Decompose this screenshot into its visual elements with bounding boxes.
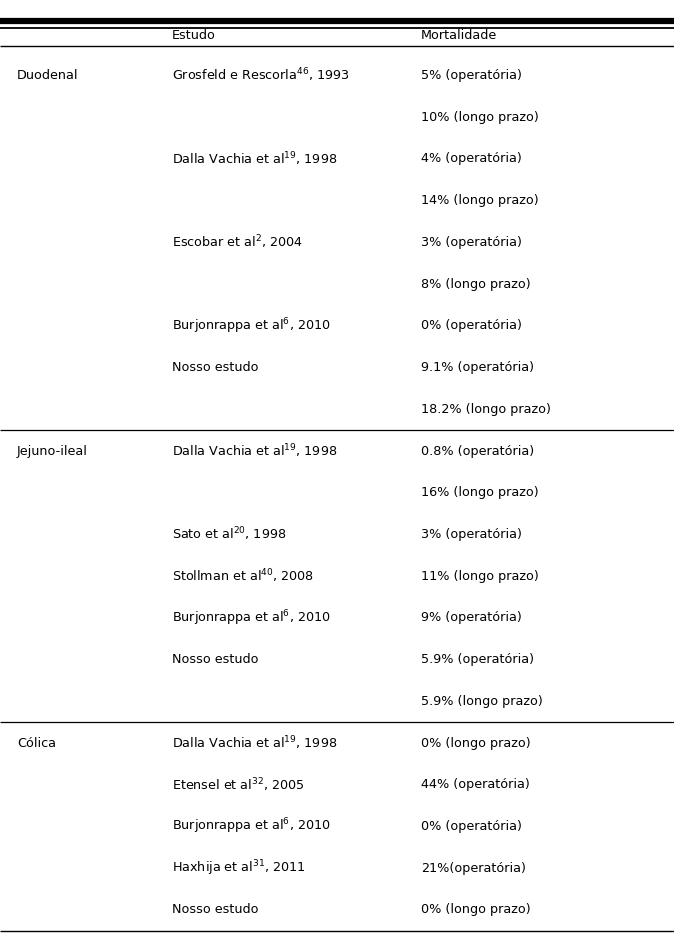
Text: 11% (longo prazo): 11% (longo prazo) [421,570,539,583]
Text: 5% (operatória): 5% (operatória) [421,69,522,82]
Text: Grosfeld e Rescorla$^{46}$, 1993: Grosfeld e Rescorla$^{46}$, 1993 [172,67,349,84]
Text: Dalla Vachia et al$^{19}$, 1998: Dalla Vachia et al$^{19}$, 1998 [172,150,337,168]
Text: 0% (operatória): 0% (operatória) [421,820,522,833]
Text: Dalla Vachia et al$^{19}$, 1998: Dalla Vachia et al$^{19}$, 1998 [172,735,337,752]
Text: 5.9% (operatória): 5.9% (operatória) [421,653,534,666]
Text: 16% (longo prazo): 16% (longo prazo) [421,487,539,499]
Text: Haxhija et al$^{31}$, 2011: Haxhija et al$^{31}$, 2011 [172,858,305,878]
Text: 3% (operatória): 3% (operatória) [421,236,522,249]
Text: Burjonrappa et al$^{6}$, 2010: Burjonrappa et al$^{6}$, 2010 [172,608,330,628]
Text: Duodenal: Duodenal [17,69,78,82]
Text: 0% (longo prazo): 0% (longo prazo) [421,903,531,917]
Text: Etensel et al$^{32}$, 2005: Etensel et al$^{32}$, 2005 [172,776,305,793]
Text: Sato et al$^{20}$, 1998: Sato et al$^{20}$, 1998 [172,525,286,543]
Text: 4% (operatória): 4% (operatória) [421,153,522,165]
Text: Jejuno-ileal: Jejuno-ileal [17,444,88,457]
Text: Nosso estudo: Nosso estudo [172,361,258,374]
Text: 9.1% (operatória): 9.1% (operatória) [421,361,534,374]
Text: Nosso estudo: Nosso estudo [172,903,258,917]
Text: 0% (longo prazo): 0% (longo prazo) [421,736,531,750]
Text: Stollman et al$^{40}$, 2008: Stollman et al$^{40}$, 2008 [172,568,314,585]
Text: Estudo: Estudo [172,28,216,41]
Text: 9% (operatória): 9% (operatória) [421,611,522,624]
Text: Mortalidade: Mortalidade [421,28,497,41]
Text: 10% (longo prazo): 10% (longo prazo) [421,110,539,124]
Text: Dalla Vachia et al$^{19}$, 1998: Dalla Vachia et al$^{19}$, 1998 [172,442,337,460]
Text: 5.9% (longo prazo): 5.9% (longo prazo) [421,695,543,708]
Text: 14% (longo prazo): 14% (longo prazo) [421,194,539,207]
Text: Nosso estudo: Nosso estudo [172,653,258,666]
Text: Escobar et al$^{2}$, 2004: Escobar et al$^{2}$, 2004 [172,234,303,251]
Text: 8% (longo prazo): 8% (longo prazo) [421,277,531,290]
Text: 18.2% (longo prazo): 18.2% (longo prazo) [421,403,551,416]
Text: 21%(operatória): 21%(operatória) [421,862,526,875]
Text: 44% (operatória): 44% (operatória) [421,778,530,791]
Text: Burjonrappa et al$^{6}$, 2010: Burjonrappa et al$^{6}$, 2010 [172,316,330,336]
Text: Burjonrappa et al$^{6}$, 2010: Burjonrappa et al$^{6}$, 2010 [172,817,330,836]
Text: 0% (operatória): 0% (operatória) [421,320,522,332]
Text: 3% (operatória): 3% (operatória) [421,528,522,541]
Text: 0.8% (operatória): 0.8% (operatória) [421,444,534,457]
Text: Cólica: Cólica [17,736,56,750]
